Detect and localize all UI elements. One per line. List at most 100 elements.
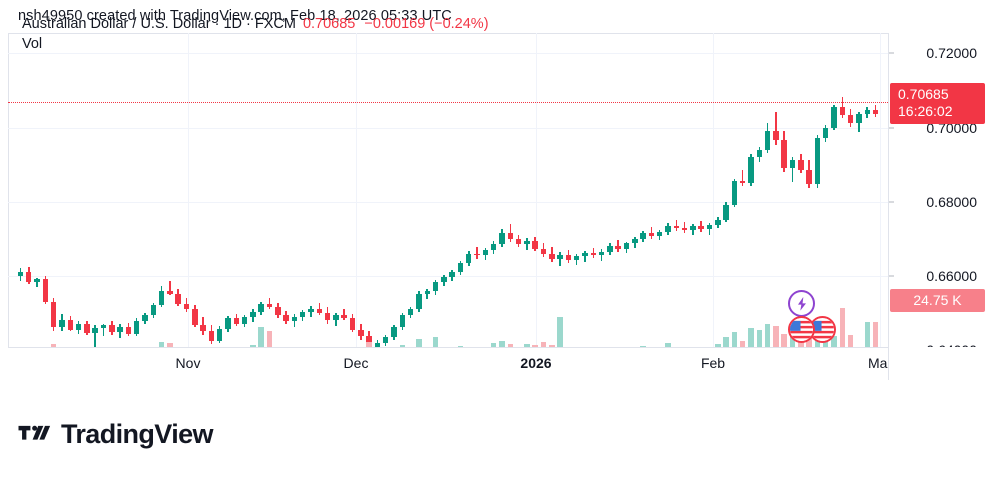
chart-pane[interactable] xyxy=(8,33,888,380)
candlestick-body xyxy=(225,318,231,329)
candlestick-body xyxy=(690,226,696,231)
candlestick-body xyxy=(665,225,671,232)
candlestick-body xyxy=(706,224,713,230)
horizontal-gridline xyxy=(8,276,888,278)
horizontal-gridline xyxy=(8,53,888,55)
candlestick-body xyxy=(549,253,555,259)
candle-wick xyxy=(102,323,105,337)
candle-wick xyxy=(775,112,777,146)
time-axis-label: Feb xyxy=(700,355,726,371)
candlestick-body xyxy=(441,276,447,282)
candlestick-body xyxy=(598,251,605,256)
candlestick-body xyxy=(75,324,82,330)
candle-wick xyxy=(526,238,528,251)
candlestick-body xyxy=(831,106,837,128)
candlestick-body xyxy=(250,311,256,317)
candlestick-body xyxy=(42,279,49,303)
candlestick-body xyxy=(84,324,90,334)
candlestick-body xyxy=(341,315,347,319)
candlestick-body xyxy=(183,303,190,309)
candlestick-body xyxy=(515,238,522,245)
candlestick-body xyxy=(333,315,339,320)
candlestick-body xyxy=(482,250,489,256)
candlestick-body xyxy=(640,233,646,239)
volume-bar xyxy=(839,308,846,380)
candlestick-body xyxy=(557,255,563,259)
tradingview-logo: TradingView xyxy=(18,419,214,449)
candlestick-body xyxy=(150,305,156,315)
candlestick-body xyxy=(50,302,57,328)
candlestick-body xyxy=(17,271,24,277)
vertical-gridline xyxy=(713,33,714,380)
time-axis[interactable]: Nov Dec 2026 Feb Mar xyxy=(8,347,987,380)
time-axis-label: Nov xyxy=(175,355,201,371)
candlestick-body xyxy=(200,325,206,331)
time-axis-label: Mar xyxy=(867,355,893,371)
candlestick-body xyxy=(382,336,389,343)
current-price-time: 16:26:02 xyxy=(898,103,953,120)
candlestick-body xyxy=(731,181,738,205)
volume-value-badge[interactable]: 24.75 K xyxy=(890,289,985,313)
candle-wick xyxy=(791,157,794,182)
candlestick-body xyxy=(582,253,588,257)
candlestick-body xyxy=(266,303,273,308)
candlestick-body xyxy=(133,321,140,334)
candlestick-body xyxy=(416,293,422,310)
candlestick-body xyxy=(864,109,870,115)
candlestick-body xyxy=(590,253,596,256)
candlestick-body xyxy=(822,127,829,139)
candlestick-body xyxy=(499,233,505,245)
candlestick-body xyxy=(524,241,530,245)
chart-event-badges[interactable] xyxy=(788,290,848,348)
horizontal-gridline xyxy=(8,201,888,203)
price-axis-tick xyxy=(889,52,894,54)
candlestick-body xyxy=(681,227,688,231)
candle-wick xyxy=(600,249,603,262)
us-flag-icon-2[interactable] xyxy=(809,316,836,343)
price-axis[interactable]: 0.720000.700000.680000.660000.640000.706… xyxy=(888,33,987,380)
candlestick-body xyxy=(374,342,381,349)
candle-wick xyxy=(169,281,171,296)
candlestick-body xyxy=(607,245,613,252)
candle-wick xyxy=(741,169,744,187)
candlestick-body xyxy=(299,312,306,317)
candlestick-body xyxy=(789,159,796,168)
candlestick-body xyxy=(656,231,663,236)
candlestick-body xyxy=(715,219,721,225)
current-price-line xyxy=(8,102,888,104)
candlestick-body xyxy=(432,282,439,291)
candlestick-body xyxy=(856,114,862,124)
candlestick-body xyxy=(391,327,397,337)
current-price-value: 0.70685 xyxy=(898,86,949,103)
candlestick-body xyxy=(532,241,538,249)
candle-wick xyxy=(94,325,96,347)
price-axis-label: 0.68000 xyxy=(926,193,977,210)
candle-wick xyxy=(584,250,586,262)
candlestick-body xyxy=(474,253,480,256)
price-axis-tick xyxy=(889,127,894,129)
candlestick-body xyxy=(142,314,148,322)
candlestick-body xyxy=(490,244,497,251)
candle-wick xyxy=(675,219,678,231)
candlestick-body xyxy=(208,331,215,341)
candlestick-body xyxy=(424,290,430,294)
tradingview-wordmark: TradingView xyxy=(61,419,214,449)
us-flag-icon-1[interactable] xyxy=(788,316,815,343)
price-axis-tick xyxy=(889,201,894,203)
current-price-badge[interactable]: 0.70685 16:26:02 xyxy=(890,83,985,125)
candlestick-body xyxy=(466,253,472,264)
candlestick-body xyxy=(283,315,289,322)
candle-wick xyxy=(268,297,271,309)
tradingview-mark-icon xyxy=(18,425,51,440)
price-axis-tick xyxy=(889,275,894,277)
candlestick-body xyxy=(167,290,173,294)
candlestick-body xyxy=(233,318,240,324)
candle-wick xyxy=(476,247,478,259)
candlestick-body xyxy=(540,248,547,254)
time-axis-label: Dec xyxy=(343,355,369,371)
candlestick-body xyxy=(349,318,356,330)
candlestick-body xyxy=(26,271,32,282)
candlestick-body xyxy=(158,290,165,306)
candlestick-body xyxy=(67,319,73,330)
lightning-icon[interactable] xyxy=(788,290,815,317)
